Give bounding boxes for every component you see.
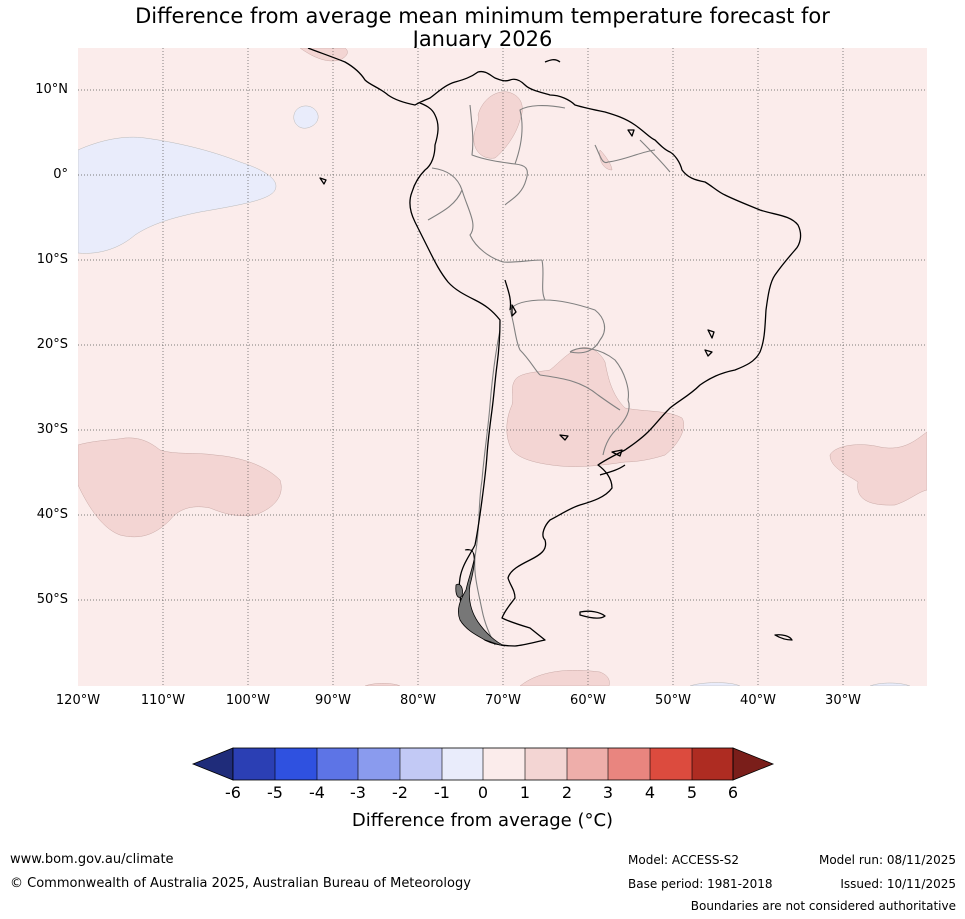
- colorbar-tick-label: 0: [477, 783, 489, 802]
- colorbar-swatch: [525, 748, 567, 780]
- lat-label: 50°S: [36, 592, 68, 607]
- colorbar-swatch: [358, 748, 400, 780]
- lon-label: 50°W: [655, 693, 691, 708]
- cool-anomaly-region: [78, 136, 277, 254]
- colorbar-tick-label: 2: [561, 783, 573, 802]
- lat-label: 0°: [53, 167, 68, 182]
- colorbar-tick-label: 6: [727, 783, 739, 802]
- colorbar-swatch: [483, 748, 525, 780]
- colorbar-swatch: [608, 748, 650, 780]
- colorbar-tick-label: -3: [350, 783, 366, 802]
- lat-label: 40°S: [36, 507, 68, 522]
- colorbar-tick-label: -5: [267, 783, 283, 802]
- cool-anomaly-region: [293, 105, 319, 129]
- copyright-text: © Commonwealth of Australia 2025, Austra…: [10, 876, 471, 891]
- coastlines: [307, 48, 802, 647]
- base-period: Base period: 1981-2018: [628, 877, 773, 891]
- lon-label: 100°W: [225, 693, 271, 708]
- model-name: Model: ACCESS-S2: [628, 853, 740, 867]
- graticule: [78, 48, 927, 686]
- lon-label: 30°W: [825, 693, 861, 708]
- colorbar-tick-label: 5: [686, 783, 698, 802]
- country-borders: [427, 104, 671, 646]
- colorbar-swatch: [317, 748, 359, 780]
- colorbar-over-arrow: [732, 747, 775, 781]
- lon-label: 60°W: [570, 693, 606, 708]
- website-link[interactable]: www.bom.gov.au/climate: [10, 852, 174, 867]
- lat-label: 30°S: [36, 422, 68, 437]
- lon-label: 120°W: [55, 693, 101, 708]
- fjord-islands: [455, 549, 506, 647]
- colorbar-swatch: [400, 748, 442, 780]
- issued-date: Issued: 10/11/2025: [840, 877, 956, 891]
- chart-title: Difference from average mean minimum tem…: [0, 5, 965, 51]
- colorbar-swatch: [692, 748, 734, 780]
- disclaimer-text: Boundaries are not considered authoritat…: [690, 899, 956, 913]
- colorbar-tick-label: 4: [644, 783, 656, 802]
- colorbar-tick-label: 3: [602, 783, 614, 802]
- colorbar-swatch: [233, 748, 275, 780]
- lon-label: 70°W: [485, 693, 521, 708]
- colorbar-tick-label: -2: [392, 783, 408, 802]
- model-run-date: Model run: 08/11/2025: [818, 853, 956, 867]
- lon-label: 40°W: [740, 693, 776, 708]
- lat-label: 10°N: [35, 82, 68, 97]
- colorbar-tick-label: 1: [519, 783, 531, 802]
- lon-label: 90°W: [315, 693, 351, 708]
- colorbar-title: Difference from average (°C): [351, 810, 614, 831]
- colorbar-swatch: [567, 748, 609, 780]
- lon-label: 110°W: [140, 693, 186, 708]
- lat-label: 20°S: [36, 337, 68, 352]
- colorbar-tick-label: -6: [225, 783, 241, 802]
- colorbar-swatch: [275, 748, 317, 780]
- title-line-1: Difference from average mean minimum tem…: [135, 4, 830, 28]
- colorbar-swatch: [442, 748, 484, 780]
- colorbar-tick-label: -4: [309, 783, 325, 802]
- cool-anomaly-region: [869, 682, 911, 686]
- colorbar: [191, 747, 775, 781]
- colorbar-under-arrow: [191, 747, 234, 781]
- colorbar-tick-label: -1: [434, 783, 450, 802]
- cool-anomaly-region: [689, 682, 741, 686]
- colorbar-swatch: [650, 748, 692, 780]
- title-line-2: January 2026: [412, 27, 553, 51]
- lat-label: 10°S: [36, 252, 68, 267]
- lon-label: 80°W: [400, 693, 436, 708]
